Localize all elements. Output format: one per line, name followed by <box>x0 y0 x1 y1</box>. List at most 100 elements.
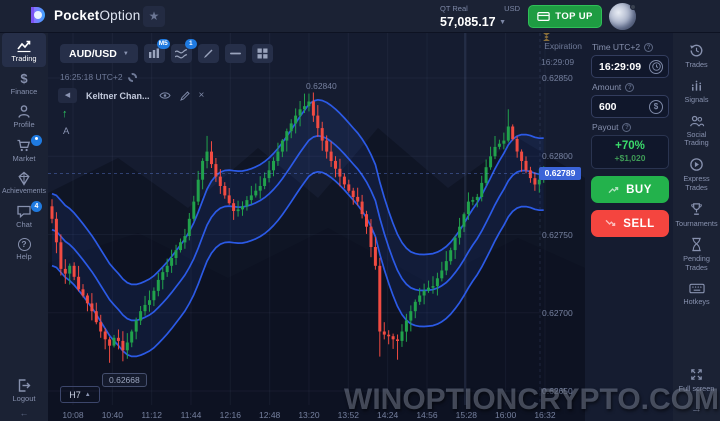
chart-clock-text: 16:25:18 UTC+2 <box>60 72 123 82</box>
sidebar-item-express-trades[interactable]: Express Trades <box>674 153 720 198</box>
low-price-label: 0.62668 <box>102 373 147 387</box>
right-sidebar: Trades Signals Social Trading Express Tr… <box>673 33 720 421</box>
sidebar-item-pending-trades[interactable]: Pending Trades <box>674 233 720 278</box>
top-up-label: TOP UP <box>555 11 593 22</box>
sidebar-item-help[interactable]: ? Help <box>0 233 48 265</box>
sidebar-item-market[interactable]: Market <box>0 133 48 167</box>
trophy-icon <box>691 202 702 215</box>
buy-label: BUY <box>626 183 652 196</box>
chart-area[interactable]: 16:25:18 UTC+2 ◀ Keltner Chan... × ↑ A E… <box>48 33 585 421</box>
arrow-down-icon <box>605 219 616 228</box>
sidebar-label: Pending Trades <box>683 254 710 272</box>
timeframe-selector[interactable]: H7 ▲ <box>60 386 100 403</box>
indicator-name[interactable]: Keltner Chan... <box>86 90 150 101</box>
chart-type-button[interactable]: M5 <box>143 39 170 63</box>
line-tool-button[interactable] <box>224 44 246 63</box>
expiration-time: 16:29:09 <box>541 57 575 67</box>
expiration-time-value: 16:29:09 <box>599 60 642 73</box>
sidebar-label: Trades <box>685 60 708 69</box>
hourglass-icon <box>692 238 701 252</box>
price-tick: 0.62850 <box>542 73 573 83</box>
arrow-up-icon <box>608 185 619 194</box>
indicators-button[interactable]: 1 <box>170 39 197 63</box>
text-tool[interactable]: A <box>63 126 70 137</box>
info-icon[interactable]: ? <box>622 122 632 132</box>
close-icon[interactable]: × <box>198 90 205 101</box>
sidebar-item-trading[interactable]: Trading <box>2 33 46 67</box>
buy-button[interactable]: BUY <box>591 176 669 203</box>
candles-icon <box>149 48 160 58</box>
indicators-icon <box>175 48 188 58</box>
chart-clock: 16:25:18 UTC+2 <box>60 72 137 82</box>
sidebar-label: Signals <box>684 94 709 104</box>
favorites-star-icon[interactable]: ★ <box>143 6 165 27</box>
sidebar-item-profile[interactable]: Profile <box>0 99 48 133</box>
fullscreen-button[interactable]: Full screen <box>674 363 720 399</box>
grid-icon <box>257 48 268 59</box>
top-up-button[interactable]: TOP UP <box>528 5 602 28</box>
account-currency: USD <box>504 4 520 13</box>
sidebar-item-social-trading[interactable]: Social Trading <box>674 110 720 154</box>
sidebar-item-hotkeys[interactable]: Hotkeys <box>674 278 720 312</box>
top-bar: PocketOption ★ QT Real USD 57,085.17 ▼ T… <box>0 0 720 33</box>
current-price-badge: 0.62789 <box>539 166 581 180</box>
eye-icon[interactable] <box>158 91 171 100</box>
gear-icon[interactable] <box>127 72 137 82</box>
fullscreen-expand-icon <box>691 369 702 381</box>
info-icon[interactable]: ? <box>644 42 654 52</box>
sidebar-item-signals[interactable]: Signals <box>674 75 720 110</box>
sidebar-item-trades[interactable]: Trades <box>674 39 720 75</box>
sidebar-label: Tournaments <box>675 218 718 228</box>
people-icon <box>689 115 704 126</box>
sidebar-label: Trading <box>11 54 37 63</box>
arrow-up-tool[interactable]: ↑ <box>62 108 68 120</box>
chat-badge: 4 <box>31 201 42 212</box>
payout-label: Payout <box>592 122 619 132</box>
time-tick: 13:52 <box>337 410 359 420</box>
keyboard-icon <box>688 283 705 294</box>
info-icon[interactable]: ? <box>625 82 635 92</box>
sell-button[interactable]: SELL <box>591 210 669 237</box>
high-price-label: 0.62840 <box>306 81 337 91</box>
market-badge <box>31 134 42 146</box>
brand-bold: Pocket <box>54 7 100 23</box>
sidebar-item-logout[interactable]: Logout <box>0 373 48 407</box>
amount-label: Amount <box>592 82 622 92</box>
chat-bubble-icon <box>17 205 31 219</box>
account-summary[interactable]: QT Real USD 57,085.17 ▼ <box>440 4 520 29</box>
sidebar-item-tournaments[interactable]: Tournaments <box>674 198 720 234</box>
chevron-up-icon: ▲ <box>84 391 91 398</box>
indicator-row: ◀ Keltner Chan... × <box>58 88 204 103</box>
trade-panel: Time UTC+2 ? 16:29:09 Amount ? 600 $ Pay… <box>585 33 673 421</box>
payout-box: +70% +$1,020 <box>591 135 669 169</box>
time-tick: 12:16 <box>219 410 241 420</box>
collapse-indicators-button[interactable]: ◀ <box>58 88 77 103</box>
sidebar-item-achievements[interactable]: Achievements <box>0 166 48 199</box>
expiration-time-input[interactable]: 16:29:09 <box>591 55 669 78</box>
dollar-circle-icon[interactable]: $ <box>649 99 663 114</box>
asset-pair-selector[interactable]: AUD/USD ▼ <box>60 44 138 63</box>
time-tick: 15:28 <box>455 410 477 420</box>
sidebar-item-finance[interactable]: $ Finance <box>0 67 48 100</box>
brand-light: Option <box>99 7 141 23</box>
chevron-down-icon: ▼ <box>499 19 507 26</box>
sidebar-label: Finance <box>10 86 38 96</box>
amount-value: 600 <box>599 100 617 113</box>
time-tick: 14:56 <box>416 410 438 420</box>
time-tick: 16:00 <box>494 410 517 420</box>
sidebar-item-chat[interactable]: 4 Chat <box>0 199 48 233</box>
drawing-tools-button[interactable] <box>197 44 219 63</box>
account-balance: 57,085.17 <box>440 15 496 29</box>
amount-input[interactable]: 600 $ <box>591 95 669 118</box>
gem-icon <box>18 171 30 186</box>
clock-icon[interactable] <box>649 59 663 74</box>
timeframe-value: H7 <box>69 389 81 400</box>
avatar[interactable] <box>609 3 636 30</box>
collapse-sidebar-arrow[interactable]: ← <box>19 408 29 418</box>
arrow-right-icon[interactable]: → <box>691 403 702 415</box>
dollar-icon: $ <box>20 70 28 86</box>
edit-pencil-icon[interactable] <box>179 90 190 101</box>
layout-grid-button[interactable] <box>251 44 273 63</box>
brand-logo[interactable]: PocketOption <box>27 5 140 25</box>
payout-percent: +70% <box>615 140 645 152</box>
